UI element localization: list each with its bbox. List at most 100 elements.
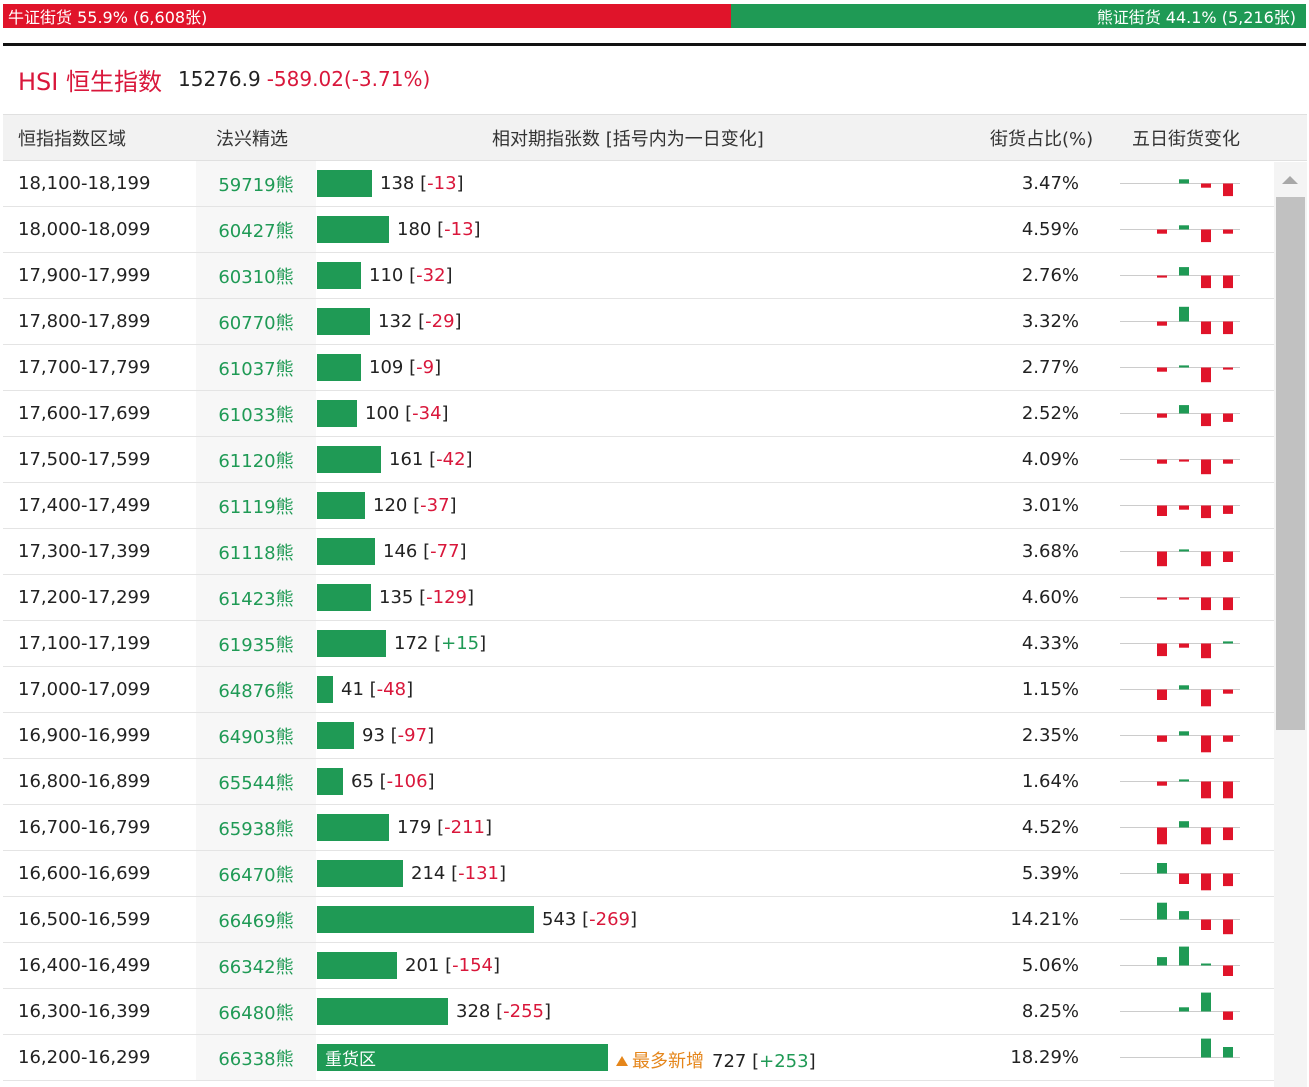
bracket-close: ] — [406, 679, 414, 700]
warrant-code-link[interactable]: 66470熊 — [196, 851, 316, 896]
table-row[interactable]: 16,500-16,599 66469熊 543 [-269] 14.21% — [3, 897, 1307, 943]
table-row[interactable]: 17,400-17,499 61119熊 120 [-37] 3.01% — [3, 483, 1307, 529]
warrant-code-link[interactable]: 64903熊 — [196, 713, 316, 758]
five-day-change-bar — [1179, 643, 1189, 648]
bracket-close: ] — [492, 955, 501, 976]
scroll-up-arrow-icon[interactable] — [1282, 176, 1298, 184]
warrant-code-link[interactable]: 60427熊 — [196, 207, 316, 252]
street-ratio-cell: 1.64% — [1021, 771, 1079, 792]
range-cell: 16,400-16,499 — [18, 955, 151, 976]
table-row[interactable]: 17,000-17,099 64876熊 41 [-48] 1.15% — [3, 667, 1307, 713]
bear-distribution-table: 恒指指数区域 法兴精选 相对期指张数 [括号内为一日变化] 街货占比(%) 五日… — [3, 114, 1307, 1081]
table-row[interactable]: 18,000-18,099 60427熊 180 [-13] 4.59% — [3, 207, 1307, 253]
daily-change: -34 — [412, 403, 442, 424]
warrant-code-link[interactable]: 66342熊 — [196, 943, 316, 988]
range-cell: 18,100-18,199 — [18, 173, 151, 194]
bracket-open: [ — [429, 449, 437, 470]
table-row[interactable]: 16,900-16,999 64903熊 93 [-97] 2.35% — [3, 713, 1307, 759]
table-row[interactable]: 17,300-17,399 61118熊 146 [-77] 3.68% — [3, 529, 1307, 575]
warrant-code-link[interactable]: 66338熊 — [196, 1035, 316, 1080]
warrant-code-link[interactable]: 65938熊 — [196, 805, 316, 850]
count-bar — [317, 814, 389, 841]
header-five-day: 五日街货变化 — [1132, 128, 1240, 150]
warrant-code-link[interactable]: 66469熊 — [196, 897, 316, 942]
table-row[interactable]: 18,100-18,199 59719熊 138 [-13] 3.47% — [3, 161, 1307, 207]
table-row[interactable]: 17,700-17,799 61037熊 109 [-9] 2.77% — [3, 345, 1307, 391]
table-row[interactable]: 16,200-16,299 66338熊 重货区 最多新增 727 [+253] 18.2… — [3, 1035, 1307, 1081]
warrant-code-link[interactable]: 61037熊 — [196, 345, 316, 390]
five-day-change-chart — [1120, 267, 1240, 289]
warrant-code-link[interactable]: 61423熊 — [196, 575, 316, 620]
warrant-code-link[interactable]: 60310熊 — [196, 253, 316, 298]
count-value: 161 [-42] — [389, 449, 473, 470]
warrant-code-link[interactable]: 64876熊 — [196, 667, 316, 712]
five-day-change-bar — [1201, 781, 1211, 799]
scrollbar-thumb[interactable] — [1276, 197, 1305, 730]
table-row[interactable]: 16,400-16,499 66342熊 201 [-154] 5.06% — [3, 943, 1307, 989]
five-day-change-bar — [1179, 779, 1189, 782]
table-row[interactable]: 17,500-17,599 61120熊 161 [-42] 4.09% — [3, 437, 1307, 483]
daily-change: +15 — [441, 633, 480, 654]
warrant-code-link[interactable]: 61935熊 — [196, 621, 316, 666]
bracket-open: [ — [420, 173, 428, 194]
street-ratio-cell: 3.68% — [1021, 541, 1079, 562]
bracket-close: ] — [465, 449, 473, 470]
table-row[interactable]: 16,300-16,399 66480熊 328 [-255] 8.25% — [3, 989, 1307, 1035]
five-day-change-bar — [1179, 505, 1189, 510]
five-day-change-chart — [1120, 863, 1240, 891]
warrant-code-link[interactable]: 61120熊 — [196, 437, 316, 482]
index-name[interactable]: HSI 恒生指数 — [18, 67, 162, 96]
five-day-change-bar — [1157, 827, 1167, 845]
street-ratio-cell: 5.39% — [1021, 863, 1079, 884]
table-row[interactable]: 16,600-16,699 66470熊 214 [-131] 5.39% — [3, 851, 1307, 897]
five-day-change-chart — [1120, 459, 1240, 475]
five-day-change-bar — [1223, 965, 1233, 976]
bracket-close: ] — [427, 771, 435, 792]
bracket-open: [ — [409, 357, 417, 378]
five-day-change-bar — [1201, 459, 1211, 475]
count-bar: 重货区 — [317, 1044, 608, 1071]
table-row[interactable]: 16,700-16,799 65938熊 179 [-211] 4.52% — [3, 805, 1307, 851]
street-ratio-cell: 5.06% — [1021, 955, 1079, 976]
street-ratio-cell: 14.21% — [1010, 909, 1079, 930]
bracket-open: [ — [390, 725, 398, 746]
five-day-change-bar — [1223, 1047, 1233, 1058]
warrant-code-link[interactable]: 66480熊 — [196, 989, 316, 1034]
count-bar — [317, 768, 343, 795]
five-day-change-bar — [1157, 643, 1167, 657]
warrant-code-link[interactable]: 59719熊 — [196, 161, 316, 206]
warrant-code-link[interactable]: 61118熊 — [196, 529, 316, 574]
count-value: 138 [-13] — [380, 173, 464, 194]
table-row[interactable]: 17,600-17,699 61033熊 100 [-34] 2.52% — [3, 391, 1307, 437]
count-number: 135 — [379, 587, 414, 608]
count-number: 65 — [351, 771, 374, 792]
five-day-change-bar — [1223, 689, 1233, 694]
table-row[interactable]: 17,100-17,199 61935熊 172 [+15] 4.33% — [3, 621, 1307, 667]
daily-change: -29 — [425, 311, 455, 332]
warrant-code-link[interactable]: 61033熊 — [196, 391, 316, 436]
five-day-change-chart — [1120, 505, 1240, 519]
five-day-change-bar — [1179, 267, 1189, 276]
five-day-change-bar — [1223, 229, 1233, 234]
table-row[interactable]: 16,800-16,899 65544熊 65 [-106] 1.64% — [3, 759, 1307, 805]
range-cell: 16,200-16,299 — [18, 1047, 151, 1068]
five-day-change-bar — [1223, 275, 1233, 289]
five-day-change-bar — [1223, 459, 1233, 464]
five-day-change-bar — [1179, 946, 1189, 966]
warrant-code-link[interactable]: 65544熊 — [196, 759, 316, 804]
five-day-change-bar — [1157, 689, 1167, 700]
table-row[interactable]: 17,900-17,999 60310熊 110 [-32] 2.76% — [3, 253, 1307, 299]
table-row[interactable]: 17,800-17,899 60770熊 132 [-29] 3.32% — [3, 299, 1307, 345]
five-day-change-bar — [1157, 413, 1167, 418]
five-day-change-chart — [1120, 992, 1240, 1020]
bracket-close: ] — [459, 541, 467, 562]
five-day-change-chart — [1120, 225, 1240, 243]
bracket-open: [ — [413, 495, 421, 516]
count-value: 214 [-131] — [411, 863, 506, 884]
five-day-change-bar — [1157, 957, 1167, 966]
warrant-code-link[interactable]: 61119熊 — [196, 483, 316, 528]
count-number: 214 — [411, 863, 446, 884]
table-row[interactable]: 17,200-17,299 61423熊 135 [-129] 4.60% — [3, 575, 1307, 621]
five-day-change-bar — [1223, 183, 1233, 197]
warrant-code-link[interactable]: 60770熊 — [196, 299, 316, 344]
